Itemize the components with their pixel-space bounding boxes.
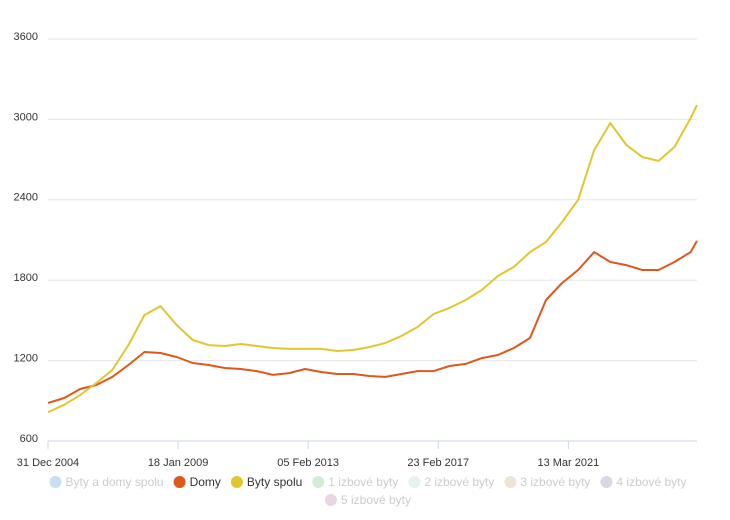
legend-item[interactable]: Byty a domy spolu <box>49 475 164 489</box>
legend-item[interactable]: Byty spolu <box>230 475 302 489</box>
legend-label: Domy <box>190 475 221 489</box>
legend-label: 5 izbové byty <box>341 493 411 507</box>
x-tick-label: 31 Dec 2004 <box>17 457 79 469</box>
legend-symbol <box>49 476 62 488</box>
legend-symbol <box>324 494 337 506</box>
y-tick-label: 1200 <box>14 353 38 365</box>
legend: Byty a domy spolu Domy Byty spolu 1 izbové … <box>49 475 686 507</box>
legend-symbol <box>600 476 613 488</box>
x-tick-label: 18 Jan 2009 <box>148 457 209 469</box>
y-tick-label: 2400 <box>14 192 38 204</box>
legend-label: 4 izbové byty <box>616 475 686 489</box>
legend-label: 2 izbové byty <box>424 475 494 489</box>
y-tick-label: 600 <box>20 433 38 445</box>
legend-symbol <box>408 476 421 488</box>
legend-label: Byty spolu <box>247 475 302 489</box>
y-tick-label: 1800 <box>14 272 38 284</box>
y-tick-label: 3600 <box>14 31 38 43</box>
x-tick-label: 23 Feb 2017 <box>407 457 469 469</box>
legend-symbol <box>504 476 517 488</box>
x-tick-label: 13 Mar 2021 <box>537 457 599 469</box>
legend-symbol <box>312 476 325 488</box>
legend-item[interactable]: 5 izbové byty <box>324 493 411 507</box>
legend-label: 1 izbové byty <box>328 475 398 489</box>
legend-symbol <box>173 476 186 488</box>
legend-item[interactable]: 1 izbové byty <box>312 475 398 489</box>
legend-item[interactable]: 3 izbové byty <box>504 475 590 489</box>
legend-item[interactable]: 2 izbové byty <box>408 475 494 489</box>
y-tick-label: 3000 <box>14 111 38 123</box>
data-line <box>47 104 698 414</box>
legend-item[interactable]: Domy <box>173 475 221 489</box>
legend-label: Byty a domy spolu <box>66 475 164 489</box>
x-tick-label: 05 Feb 2013 <box>277 457 339 469</box>
legend-label: 3 izbové byty <box>520 475 590 489</box>
legend-item[interactable]: 4 izbové byty <box>600 475 686 489</box>
legend-symbol <box>230 476 243 488</box>
data-line <box>47 240 698 404</box>
